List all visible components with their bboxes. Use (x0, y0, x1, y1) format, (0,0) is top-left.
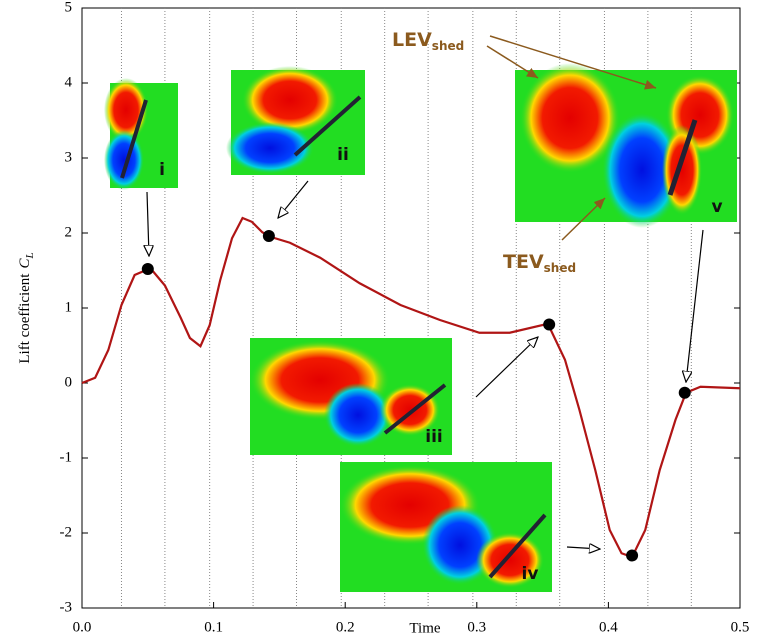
inset-label: i (159, 160, 165, 180)
inset-iii (250, 338, 452, 455)
vortex (602, 112, 682, 228)
lev-sub: shed (432, 39, 464, 53)
y-tick-label: 0 (65, 374, 73, 390)
lev-label: LEVshed (392, 29, 464, 53)
vortex (324, 383, 392, 447)
inset-iv (340, 462, 552, 592)
y-tick-label: 4 (65, 74, 73, 90)
arrow (561, 197, 606, 241)
inset-label: ii (337, 145, 349, 165)
x-tick-label: 0.5 (731, 619, 750, 635)
wing (488, 513, 547, 579)
x-tick-label: 0.1 (204, 619, 223, 635)
vortex (520, 63, 620, 173)
point-marker (543, 318, 556, 331)
inset-label: v (711, 197, 722, 217)
wing (667, 119, 698, 196)
vortex (226, 122, 314, 174)
arrow (147, 191, 149, 256)
point-marker (626, 549, 639, 562)
tev-label: TEVshed (503, 251, 576, 275)
x-axis-label: Time (409, 620, 440, 636)
wing (383, 383, 447, 435)
inset-ii (226, 66, 365, 175)
y-tick-label: 5 (65, 0, 73, 15)
y-label-sub: L (24, 252, 36, 259)
arrow (486, 45, 539, 79)
vortex (104, 130, 144, 190)
tev-sub: shed (544, 261, 576, 275)
inset-label: iii (425, 427, 442, 447)
point-marker (678, 386, 691, 399)
y-label-symbol: C (17, 258, 33, 269)
wing (293, 95, 362, 157)
y-tick-label: -2 (60, 524, 73, 540)
brown-arrows (486, 35, 657, 241)
arrow (278, 180, 309, 218)
y-tick-label: 3 (65, 149, 73, 165)
arrow (475, 337, 538, 398)
lev-text: LEV (392, 29, 432, 51)
x-tick-label: 0.0 (73, 619, 92, 635)
inset-v (515, 63, 737, 228)
y-tick-label: 2 (65, 224, 73, 240)
y-tick-label: -1 (60, 449, 73, 465)
vortex (662, 125, 702, 215)
y-tick-label: 1 (65, 299, 73, 315)
y-axis-label: Lift coefficient CL (17, 252, 35, 363)
tev-text: TEV (503, 251, 544, 273)
y-label-text: Lift coefficient (17, 273, 33, 364)
arrow (686, 229, 704, 382)
arrows (147, 180, 704, 549)
x-tick-label: 0.2 (336, 619, 355, 635)
point-marker (262, 230, 275, 242)
wing (120, 99, 148, 179)
y-tick-label: -3 (60, 599, 73, 615)
x-tick-label: 0.4 (599, 619, 618, 635)
arrow (489, 35, 657, 90)
x-tick-label: 0.3 (467, 619, 486, 635)
inset-label: iv (522, 564, 539, 584)
vortex (242, 66, 338, 134)
arrow (566, 547, 600, 549)
point-marker (141, 263, 154, 275)
inset-i (104, 78, 178, 190)
